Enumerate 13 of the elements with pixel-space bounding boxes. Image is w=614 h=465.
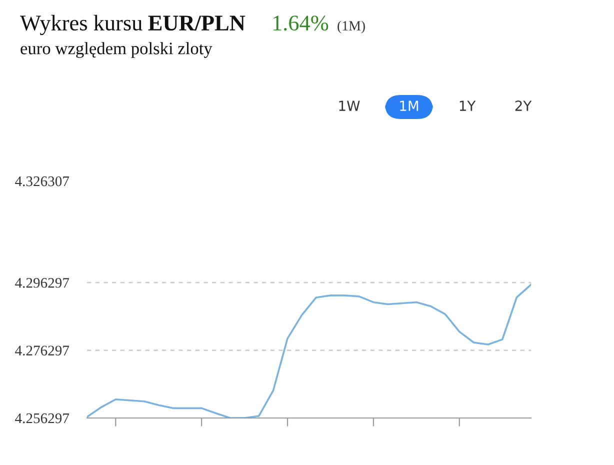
text: 1M bbox=[400, 100, 418, 111]
text: 1.64% bbox=[273, 16, 328, 31]
text: 1Y bbox=[460, 100, 476, 111]
y-tick-label: 4.326307 bbox=[15, 176, 70, 186]
text: (1M) bbox=[338, 20, 365, 34]
line-series bbox=[87, 284, 531, 418]
chart-title: Wykres kursu EUR/PLN bbox=[20, 14, 246, 36]
text: 1W bbox=[339, 100, 360, 111]
y-tick-label: 4.296297 bbox=[15, 278, 70, 288]
y-tick-label: 4.256297 bbox=[15, 413, 70, 424]
chart-subtitle: euro względem polski zloty bbox=[20, 42, 212, 58]
y-tick-label: 4.276297 bbox=[15, 346, 70, 356]
text: 2Y bbox=[515, 100, 532, 111]
